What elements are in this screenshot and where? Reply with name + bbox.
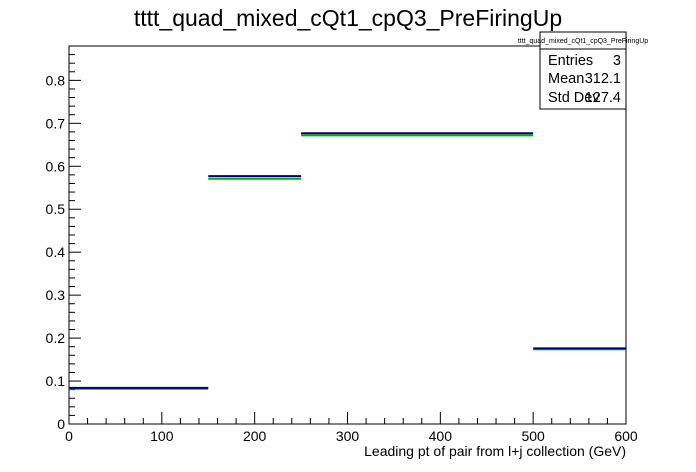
y-tick-label: 0.5	[46, 201, 66, 217]
y-axis: 0 0.1 0.2 0.3 0.4 0.5 0.6 0.7 0.8	[46, 45, 81, 432]
y-tick-label: 0.3	[46, 287, 66, 303]
x-tick-label: 0	[65, 428, 73, 444]
stats-entries-label: Entries	[548, 53, 593, 69]
y-tick-label: 0.6	[46, 158, 66, 174]
x-tick-label: 500	[521, 428, 545, 444]
stats-mean-value: 312.1	[585, 71, 621, 87]
stats-entries-value: 3	[613, 53, 621, 69]
y-tick-label: 0.2	[46, 330, 66, 346]
x-tick-label: 400	[429, 428, 453, 444]
y-tick-label: 0.8	[46, 72, 66, 88]
stats-box-frame	[539, 31, 627, 110]
y-tick-label: 0.4	[46, 244, 66, 260]
x-tick-label: 200	[243, 428, 267, 444]
stats-mean-label: Mean	[548, 71, 584, 87]
stats-box-title: tttt_quad_mixed_cQt1_cpQ3_PreFiringUp	[518, 38, 648, 45]
chart-title: tttt_quad_mixed_cQt1_cpQ3_PreFiringUp	[134, 5, 562, 31]
stats-stddev-value: 127.4	[585, 90, 621, 106]
y-tick-label: 0	[57, 416, 65, 432]
x-axis-label: Leading pt of pair from l+j collection (…	[364, 443, 626, 459]
y-tick-label: 0.7	[46, 115, 66, 131]
x-tick-label: 100	[150, 428, 174, 444]
x-tick-label: 300	[336, 428, 360, 444]
x-axis: 0 100 200 300 400 500 600	[65, 412, 638, 444]
stats-stddev-label: Std Dev	[548, 90, 600, 106]
y-tick-label: 0.1	[46, 373, 66, 389]
stats-box: tttt_quad_mixed_cQt1_cpQ3_PreFiringUp En…	[518, 31, 648, 110]
x-tick-label: 600	[614, 428, 638, 444]
histogram-series	[69, 132, 626, 390]
